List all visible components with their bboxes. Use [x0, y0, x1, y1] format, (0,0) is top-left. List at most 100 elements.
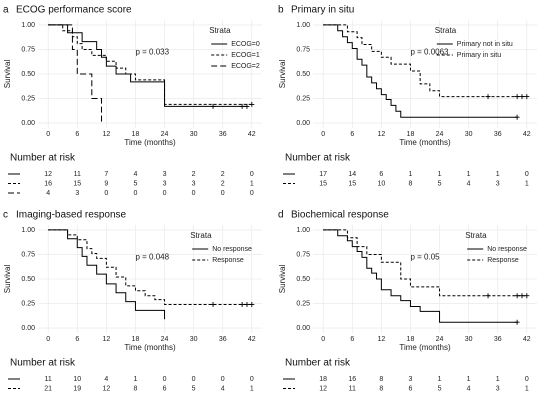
risk-count: 19 [73, 385, 81, 392]
risk-count: 1 [525, 180, 529, 187]
p-value: p = 0.033 [135, 48, 169, 57]
risk-count: 0 [163, 190, 167, 197]
risk-count: 1 [250, 385, 254, 392]
risk-count: 1 [438, 376, 442, 383]
risk-count: 11 [45, 376, 52, 383]
y-tick-label: 0.25 [296, 300, 310, 307]
risk-count: 5 [192, 385, 196, 392]
censor-mark [244, 103, 250, 109]
survival-curve [323, 24, 527, 98]
x-tick-label: 12 [377, 131, 385, 138]
legend-label: No response [212, 246, 252, 253]
y-axis-label: Survival [3, 265, 12, 294]
y-tick-label: 0.25 [21, 300, 35, 307]
survival-curve [48, 24, 252, 105]
risk-count: 0 [250, 190, 254, 197]
risk-count: 3 [163, 171, 167, 178]
risk-count: 6 [379, 171, 383, 178]
x-tick-label: 0 [46, 131, 50, 138]
panel-label: b [278, 5, 284, 16]
risk-count: 10 [73, 376, 81, 383]
legend-label: Response [212, 257, 244, 264]
risk-count: 0 [525, 376, 529, 383]
y-axis-label: Survival [278, 60, 287, 89]
risk-count: 2 [221, 171, 225, 178]
risk-count: 1 [409, 171, 413, 178]
risk-count: 3 [409, 376, 413, 383]
risk-table-title: Number at risk [10, 153, 76, 164]
risk-table-title: Number at risk [285, 358, 351, 369]
x-tick-label: 0 [46, 336, 50, 343]
censor-mark [514, 319, 520, 325]
y-axis-label: Survival [278, 265, 287, 294]
y-axis-label: Survival [3, 60, 12, 89]
risk-count: 4 [46, 190, 50, 197]
censor-mark [210, 103, 216, 109]
risk-count: 5 [438, 180, 442, 187]
x-tick-label: 18 [407, 336, 415, 343]
risk-count: 1 [134, 376, 138, 383]
y-tick-label: 0.75 [21, 251, 35, 258]
risk-count: 4 [467, 180, 471, 187]
legend-title: Strata [209, 26, 231, 35]
panel-label: a [3, 5, 9, 16]
risk-count: 14 [348, 171, 356, 178]
censor-mark [514, 94, 520, 100]
legend-label: Primary in situ [457, 52, 501, 59]
y-tick-label: 0.25 [21, 95, 35, 102]
risk-count: 6 [409, 385, 413, 392]
survival-curve [323, 229, 527, 297]
x-tick-label: 18 [132, 131, 140, 138]
survival-curve [48, 229, 166, 320]
censor-mark [519, 94, 525, 100]
p-value: p = 0.0063 [410, 48, 449, 57]
risk-count: 0 [250, 171, 254, 178]
risk-count: 1 [496, 376, 500, 383]
risk-count: 12 [102, 385, 110, 392]
x-tick-label: 24 [161, 336, 169, 343]
legend-title: Strata [465, 231, 487, 240]
y-tick-label: 0.50 [296, 276, 310, 283]
risk-count: 1 [438, 171, 442, 178]
risk-count: 3 [163, 180, 167, 187]
y-tick-label: 1.00 [296, 227, 310, 234]
x-tick-label: 12 [377, 336, 385, 343]
y-tick-label: 0.00 [296, 120, 310, 127]
risk-count: 1 [467, 171, 471, 178]
panel-title: ECOG performance score [16, 5, 132, 16]
censor-mark [210, 302, 216, 308]
risk-count: 5 [438, 385, 442, 392]
risk-table-title: Number at risk [10, 358, 76, 369]
x-tick-label: 36 [219, 131, 227, 138]
risk-count: 2 [192, 171, 196, 178]
survival-curve [323, 24, 518, 118]
risk-count: 0 [104, 190, 108, 197]
y-tick-label: 0.50 [21, 276, 35, 283]
survival-curve [48, 24, 103, 124]
x-tick-label: 0 [321, 336, 325, 343]
risk-count: 15 [348, 180, 356, 187]
y-tick-label: 0.50 [21, 71, 35, 78]
x-tick-label: 18 [407, 131, 415, 138]
risk-count: 1 [496, 171, 500, 178]
x-tick-label: 6 [350, 131, 354, 138]
risk-count: 12 [319, 385, 327, 392]
risk-count: 11 [349, 385, 356, 392]
y-tick-label: 0.25 [296, 95, 310, 102]
p-value: p = 0.048 [135, 253, 169, 262]
x-tick-label: 42 [523, 336, 531, 343]
legend-label: ECOG=1 [231, 52, 260, 59]
y-tick-label: 0.50 [296, 71, 310, 78]
y-tick-label: 1.00 [21, 22, 35, 29]
risk-count: 0 [221, 376, 225, 383]
censor-mark [524, 94, 530, 100]
risk-count: 15 [73, 180, 81, 187]
risk-count: 15 [319, 180, 327, 187]
risk-count: 17 [319, 171, 327, 178]
x-tick-label: 30 [190, 336, 198, 343]
panel: d Biochemical response 0.00 0.25 0.50 0.75 1.0… [278, 210, 537, 392]
risk-count: 6 [163, 385, 167, 392]
x-tick-label: 42 [523, 131, 531, 138]
risk-count: 4 [134, 171, 138, 178]
risk-count: 1 [525, 385, 529, 392]
